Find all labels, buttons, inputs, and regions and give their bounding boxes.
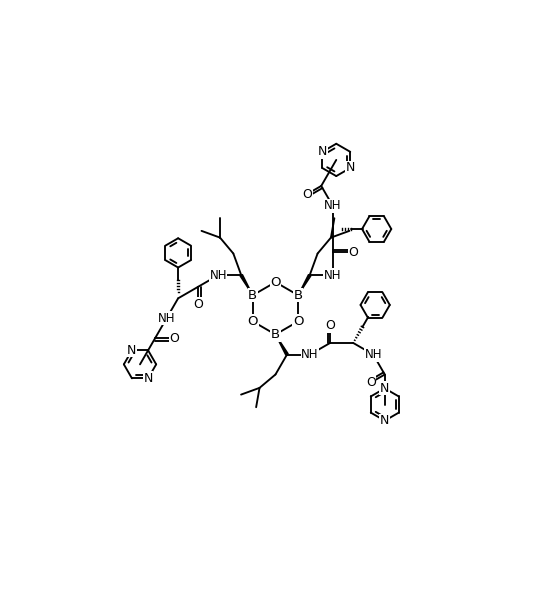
Text: NH: NH	[209, 269, 227, 282]
Text: B: B	[294, 289, 302, 302]
Text: O: O	[169, 332, 179, 345]
Text: B: B	[248, 289, 257, 302]
Text: N: N	[144, 372, 153, 385]
Text: NH: NH	[158, 312, 175, 325]
Text: O: O	[349, 246, 358, 259]
Text: O: O	[302, 187, 312, 200]
Text: O: O	[193, 298, 203, 311]
Text: N: N	[346, 161, 355, 174]
Text: N: N	[318, 145, 327, 158]
Text: O: O	[270, 276, 281, 289]
Text: N: N	[380, 414, 390, 427]
Text: O: O	[325, 319, 335, 332]
Polygon shape	[275, 334, 288, 355]
Text: N: N	[127, 344, 137, 357]
Text: O: O	[366, 376, 376, 389]
Text: N: N	[380, 382, 390, 395]
Text: O: O	[293, 315, 304, 328]
Polygon shape	[240, 275, 253, 295]
Text: B: B	[271, 328, 280, 341]
Text: NH: NH	[301, 348, 319, 361]
Text: O: O	[248, 315, 258, 328]
Text: NH: NH	[324, 269, 341, 282]
Text: NH: NH	[324, 199, 341, 212]
Text: NH: NH	[364, 348, 382, 361]
Polygon shape	[298, 275, 311, 295]
